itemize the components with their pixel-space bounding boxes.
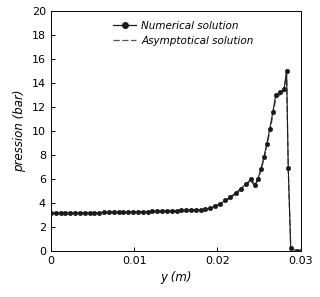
X-axis label: y (m): y (m): [160, 271, 192, 284]
Y-axis label: pression (bar): pression (bar): [13, 90, 26, 172]
Legend: Numerical solution, Asymptotical solution: Numerical solution, Asymptotical solutio…: [111, 18, 256, 48]
